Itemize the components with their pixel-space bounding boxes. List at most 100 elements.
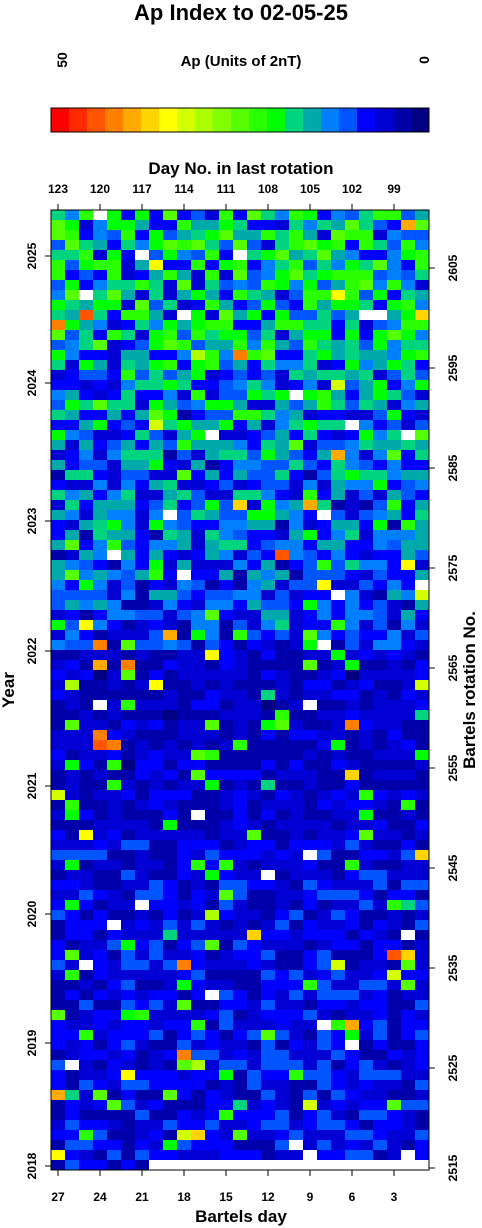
heatmap-cell: [107, 830, 122, 841]
heatmap-cell: [177, 1000, 192, 1011]
heatmap-cell: [261, 720, 276, 731]
heatmap-cell: [345, 540, 360, 551]
heatmap-cell: [317, 320, 332, 331]
heatmap-cell: [317, 910, 332, 921]
heatmap-cell: [191, 970, 206, 981]
heatmap-cell: [205, 570, 220, 581]
heatmap-cell: [317, 290, 332, 301]
heatmap-cell: [205, 890, 220, 901]
heatmap-cell: [415, 380, 430, 391]
heatmap-cell: [289, 540, 304, 551]
heatmap-cell: [107, 910, 122, 921]
heatmap-cell: [261, 780, 276, 791]
heatmap-cell: [163, 670, 178, 681]
heatmap-cell: [191, 990, 206, 1001]
heatmap-cell: [345, 870, 360, 881]
heatmap-cell: [261, 410, 276, 421]
heatmap-cell: [93, 950, 108, 961]
heatmap-cell: [317, 580, 332, 591]
heatmap-cell: [331, 630, 346, 641]
heatmap-cell: [275, 840, 290, 851]
heatmap-cell: [359, 460, 374, 471]
heatmap-cell: [121, 760, 136, 771]
rotation-tick-label: 2585: [446, 454, 460, 481]
heatmap-cell: [163, 630, 178, 641]
heatmap-cell: [387, 890, 402, 901]
heatmap-cell: [205, 440, 220, 451]
heatmap-cell: [205, 700, 220, 711]
heatmap-cell: [289, 650, 304, 661]
heatmap-cell: [65, 740, 80, 751]
heatmap-cell: [331, 840, 346, 851]
heatmap-cell: [93, 250, 108, 261]
heatmap-cell: [415, 1140, 430, 1151]
heatmap-cell: [65, 690, 80, 701]
heatmap-cell: [79, 910, 94, 921]
heatmap-cell: [289, 1160, 304, 1171]
heatmap-cell: [401, 850, 416, 861]
heatmap-cell: [163, 1000, 178, 1011]
heatmap-cell: [289, 690, 304, 701]
heatmap-cell: [261, 840, 276, 851]
heatmap-cell: [373, 1130, 388, 1141]
heatmap-cell: [303, 500, 318, 511]
heatmap-cell: [401, 980, 416, 991]
heatmap-cell: [373, 960, 388, 971]
heatmap-cell: [373, 350, 388, 361]
heatmap-cell: [149, 1070, 164, 1081]
heatmap-cell: [261, 430, 276, 441]
heatmap-cell: [177, 1080, 192, 1091]
heatmap-cell: [135, 720, 150, 731]
heatmap-cell: [387, 210, 402, 221]
heatmap-cell: [317, 620, 332, 631]
heatmap-cell: [387, 910, 402, 921]
heatmap-cell: [149, 340, 164, 351]
heatmap-cell: [317, 480, 332, 491]
heatmap-cell: [345, 280, 360, 291]
heatmap-cell: [93, 990, 108, 1001]
heatmap-cell: [163, 770, 178, 781]
heatmap-cell: [51, 540, 66, 551]
heatmap-cell: [415, 1060, 430, 1071]
heatmap-cell: [121, 650, 136, 661]
heatmap-cell: [121, 550, 136, 561]
heatmap-cell: [149, 850, 164, 861]
heatmap-cell: [317, 1080, 332, 1091]
heatmap-cell: [415, 540, 430, 551]
heatmap-cell: [51, 820, 66, 831]
heatmap-cell: [219, 630, 234, 641]
heatmap-cell: [177, 750, 192, 761]
heatmap-cell: [387, 640, 402, 651]
heatmap-cell: [149, 610, 164, 621]
heatmap-cell: [65, 700, 80, 711]
heatmap-cell: [79, 320, 94, 331]
heatmap-cell: [191, 420, 206, 431]
heatmap-cell: [93, 380, 108, 391]
heatmap-cell: [79, 810, 94, 821]
heatmap-cell: [289, 1110, 304, 1121]
heatmap-cell: [65, 520, 80, 531]
heatmap-cell: [261, 240, 276, 251]
heatmap-cell: [135, 660, 150, 671]
heatmap-cell: [261, 1120, 276, 1131]
heatmap-cell: [401, 990, 416, 1001]
heatmap-cell: [93, 320, 108, 331]
heatmap-cell: [401, 870, 416, 881]
bottom-tick-label: 21: [135, 1190, 149, 1204]
heatmap-cell: [401, 780, 416, 791]
colorbar-segment: [51, 108, 70, 132]
heatmap-cell: [219, 320, 234, 331]
heatmap-cell: [107, 1100, 122, 1111]
heatmap-cell: [149, 980, 164, 991]
heatmap-cell: [331, 290, 346, 301]
heatmap-cell: [317, 930, 332, 941]
heatmap-cell: [79, 640, 94, 651]
heatmap-cell: [359, 560, 374, 571]
heatmap-cell: [79, 930, 94, 941]
heatmap-cell: [387, 920, 402, 931]
heatmap-cell: [233, 270, 248, 281]
heatmap-cell: [289, 930, 304, 941]
heatmap-cell: [387, 940, 402, 951]
heatmap-cell: [233, 350, 248, 361]
